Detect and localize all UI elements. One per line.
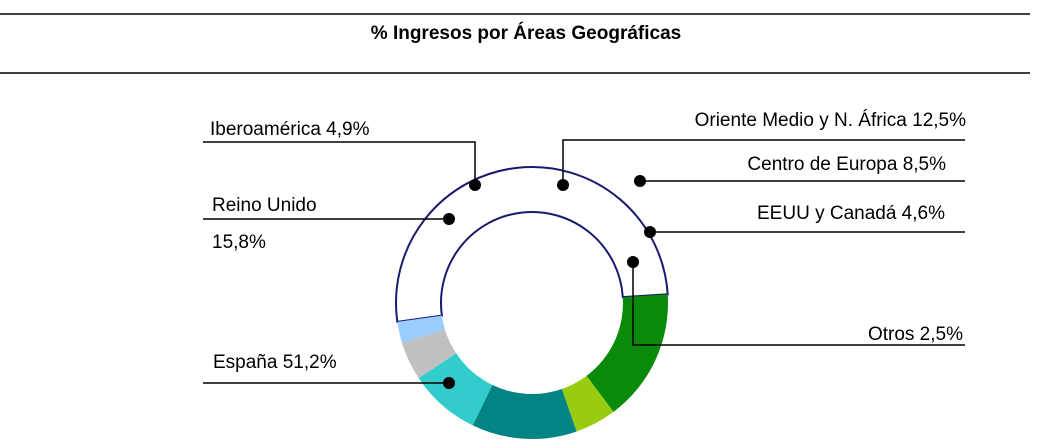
- slice-espana-51-2: [395, 166, 669, 324]
- leader-oriente-medio-y-n-africa-12-5: [562, 139, 965, 185]
- leader-iberoamerica-4-9: [203, 141, 476, 185]
- slice-otros-2-5: [397, 315, 445, 343]
- chart-title: % Ingresos por Áreas Geográficas: [371, 22, 681, 44]
- label-oriente-medio-y-n-africa-12-5: Oriente Medio y N. África 12,5%: [695, 110, 966, 131]
- leader-dot-centro-de-europa-8-5: [634, 175, 646, 187]
- donut-slices: [395, 166, 669, 439]
- leader-dot-oriente-medio-y-n-africa-12-5: [557, 179, 569, 191]
- label-eeuu-y-canada-4-6: EEUU y Canadá 4,6%: [757, 203, 945, 224]
- slice-labels: España 51,2% Reino Unido 15,8% Iberoamérica…: [210, 110, 966, 373]
- label-reino-unido-15-8-line-2: 15,8%: [212, 232, 266, 253]
- slice-centro-de-europa-8-5: [418, 353, 493, 426]
- slice-iberoamerica-4-9: [561, 375, 614, 432]
- leader-dot-reino-unido-15-8: [443, 213, 455, 225]
- label-reino-unido-15-8-line-1: Reino Unido: [212, 195, 317, 216]
- leader-dot-espana-51-2: [443, 377, 455, 389]
- slice-eeuu-y-canada-4-6: [401, 329, 457, 379]
- leader-dot-iberoamerica-4-9: [469, 179, 481, 191]
- leader-dot-eeuu-y-canada-4-6: [644, 226, 656, 238]
- label-espana-51-2: España 51,2%: [213, 352, 337, 373]
- leader-otros-2-5: [632, 262, 965, 346]
- label-centro-de-europa-8-5: Centro de Europa 8,5%: [747, 154, 946, 175]
- label-iberoamerica-4-9: Iberoamérica 4,9%: [210, 119, 370, 140]
- leader-lines: [203, 139, 965, 389]
- label-otros-2-5: Otros 2,5%: [868, 324, 963, 345]
- slice-oriente-medio-y-n-africa-12-5: [472, 384, 577, 439]
- slice-reino-unido-15-8: [586, 294, 668, 412]
- leader-dot-otros-2-5: [627, 256, 639, 268]
